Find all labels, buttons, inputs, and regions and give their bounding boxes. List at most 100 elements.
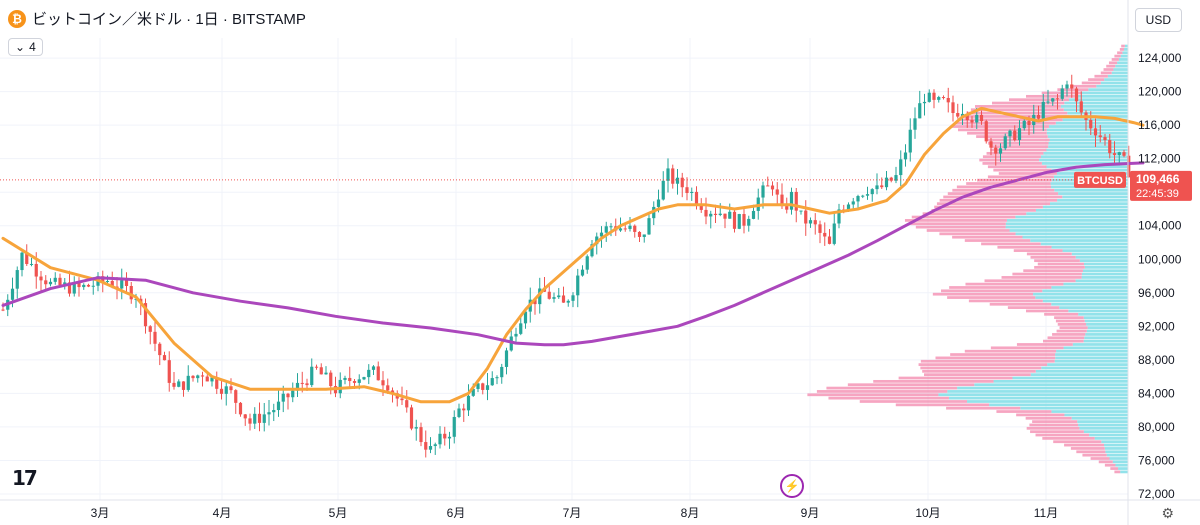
volume-profile-down-bar [964,239,1031,242]
candle-body [552,297,556,299]
volume-profile-down-bar [950,353,1056,356]
candle-body [319,367,323,375]
candle-body [794,191,798,211]
candle-body [956,113,960,117]
y-tick-label: 104,000 [1138,219,1182,233]
candle-body [946,97,950,103]
volume-profile-down-bar [826,386,958,390]
candle-body [737,214,741,229]
volume-profile-up-bar [1118,467,1128,470]
volume-profile-up-bar [1112,460,1128,464]
candle-body [566,300,570,303]
candle-body [918,103,922,119]
volume-profile-down-bar [968,299,1043,303]
volume-profile-down-bar [924,373,1031,377]
candle-body [53,277,57,282]
candle-body [870,189,874,195]
candle-body [485,385,490,390]
volume-profile-up-bar [1056,349,1128,353]
volume-profile-down-bar [998,172,1057,175]
volume-profile-down-bar [1026,309,1069,313]
symbol-title: ビットコイン／米ドル · 1日 · BITSTAMP [32,11,306,28]
volume-profile-up-bar [1046,148,1128,152]
volume-profile-up-bar [1048,145,1128,149]
volume-profile-up-bar [1081,91,1128,95]
volume-profile-down-bar [1100,71,1112,75]
volume-profile-up-bar [1104,447,1128,450]
candle-body [329,372,333,387]
candle-body [766,185,770,187]
volume-profile-up-bar [1084,265,1128,269]
candle-body [267,412,271,415]
candle-body [82,284,86,288]
candle-body [1046,101,1050,103]
candle-body [742,214,746,226]
candle-body [656,199,661,207]
candle-body [86,284,91,287]
volume-profile-up-bar [1051,410,1128,413]
volume-profile-up-bar [1078,312,1128,316]
candle-body [300,382,304,384]
candle-body [414,427,418,429]
x-tick-label: 6月 [447,506,466,520]
volume-profile-down-bar [1025,416,1072,420]
volume-profile-down-bar [1013,249,1063,252]
candle-body [680,177,684,188]
volume-profile-up-bar [947,390,1128,393]
indicator-toggle-button[interactable]: ⌄ 4 [8,38,43,56]
volume-profile-up-bar [1051,168,1128,172]
candle-body [215,377,219,389]
candle-body [338,379,342,394]
volume-profile-down-bar [1012,272,1082,276]
volume-profile-up-bar [1048,125,1128,128]
currency-selector[interactable]: USD [1134,8,1182,32]
volume-profile-down-bar [1081,81,1101,85]
candle-body [865,194,870,196]
volume-profile-down-bar [992,101,1065,105]
symbol-header[interactable]: ₿ ビットコイン／米ドル · 1日 · BITSTAMP [8,8,306,29]
candle-body [466,395,471,411]
candle-body [576,275,580,296]
settings-gear-icon[interactable]: ⚙ [1161,505,1174,521]
volume-profile-up-bar [1040,242,1128,246]
volume-profile-down-bar [986,151,1044,155]
volume-profile-up-bar [1009,229,1128,232]
volume-profile-down-bar [964,349,1057,353]
candle-body [58,277,62,286]
volume-profile-down-bar [1043,339,1084,343]
candle-body [899,159,903,176]
volume-profile-up-bar [1055,353,1128,356]
x-tick-label: 11月 [1034,506,1058,520]
volume-profile-down-bar [1082,453,1107,457]
candle-body [884,177,889,188]
y-tick-label: 84,000 [1138,386,1175,400]
candle-body [941,97,946,99]
volume-profile-up-bar [1120,54,1128,58]
candle-body [1065,84,1069,89]
candle-body [1093,128,1098,136]
volume-profile-up-bar [1064,413,1128,417]
candle-body [713,213,718,215]
candle-body [889,177,893,181]
candle-body [851,201,855,205]
volume-profile-down-bar [931,208,1036,212]
volume-profile-down-bar [936,202,1051,206]
candle-body [590,244,594,257]
candle-body [72,282,76,294]
volume-profile-up-bar [1075,255,1128,259]
volume-profile-down-bar [1057,88,1089,92]
candle-body [105,280,110,282]
volume-profile-up-bar [1062,195,1128,199]
volume-profile-up-bar [1042,205,1128,209]
volume-profile-up-bar [1046,131,1128,135]
volume-profile-down-bar [1053,440,1102,444]
volume-profile-down-bar [958,128,1047,132]
candle-body [775,189,779,195]
volume-profile-up-bar [1115,463,1128,467]
lightning-icon[interactable]: ⚡ [780,474,804,498]
volume-profile-up-bar [1033,292,1128,296]
volume-profile-up-bar [1064,101,1128,105]
candle-body [386,385,390,391]
volume-profile-down-bar [1026,94,1075,98]
